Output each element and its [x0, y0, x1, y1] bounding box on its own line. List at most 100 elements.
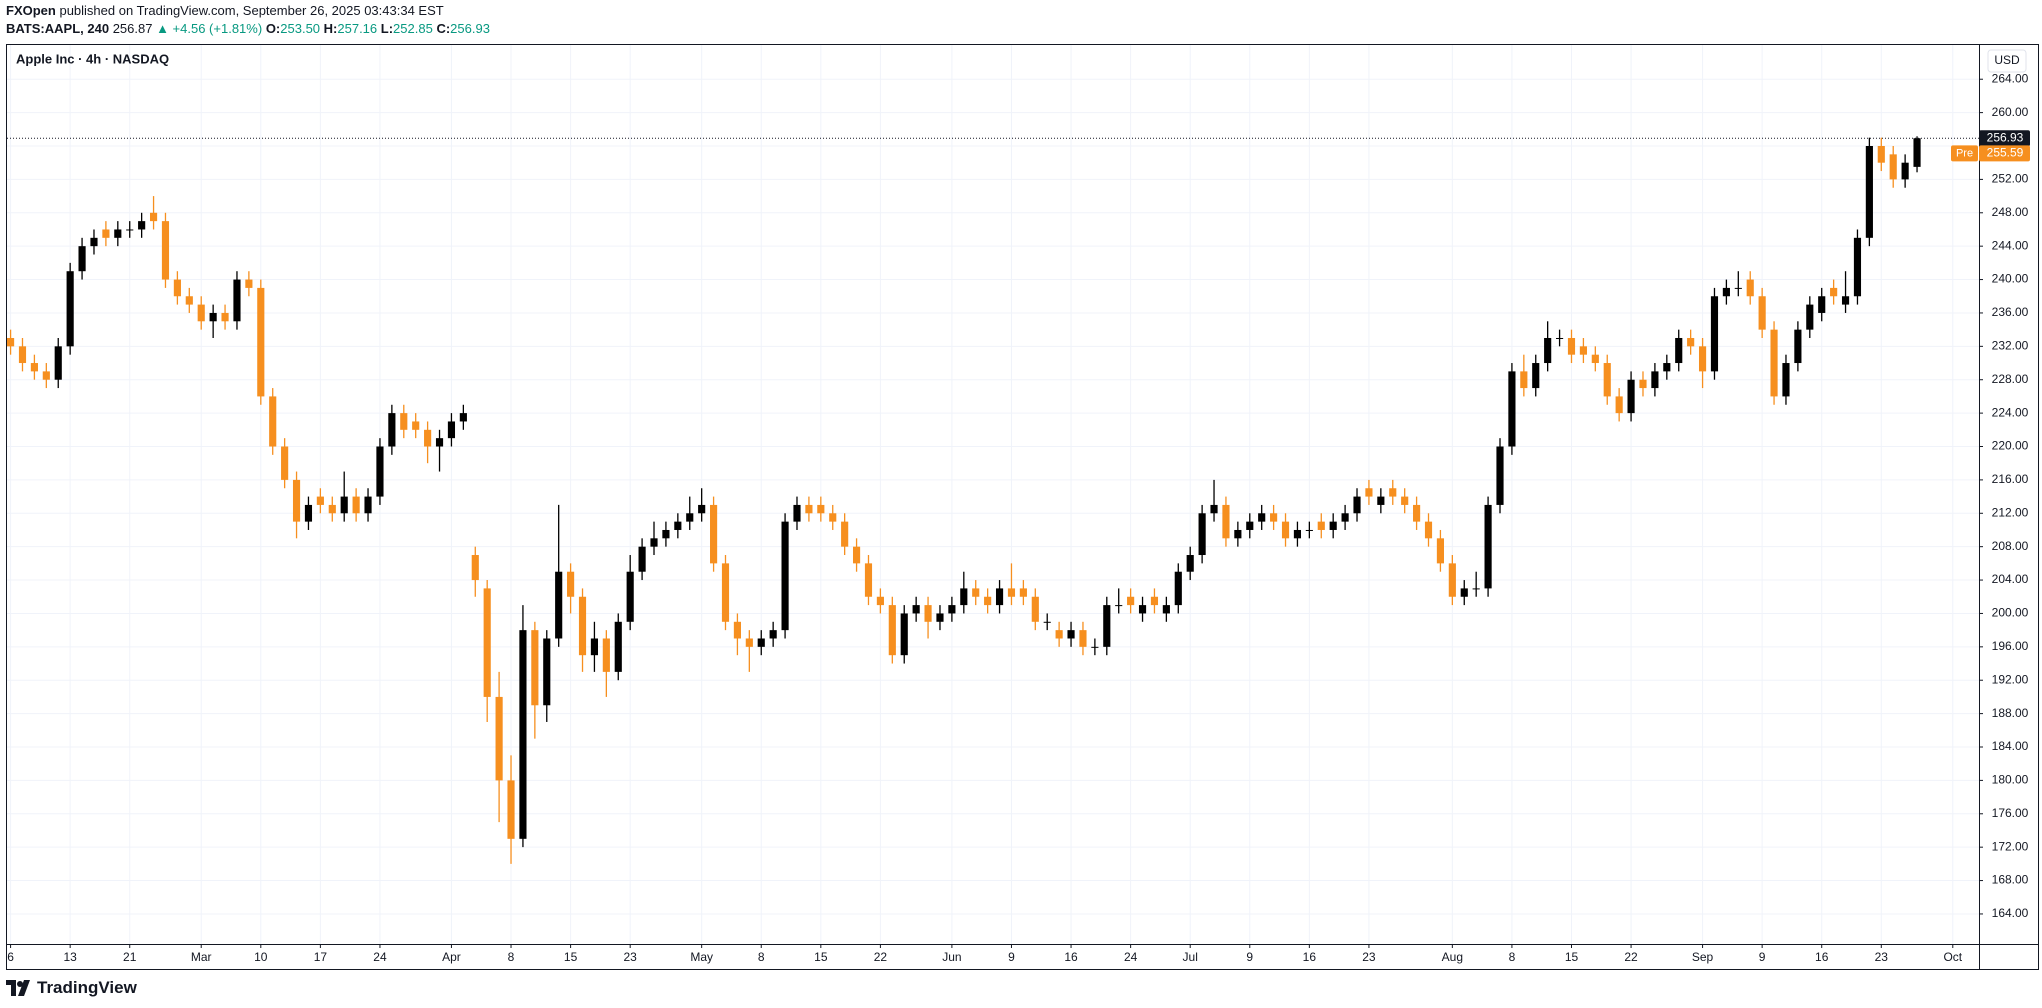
- ohlc-value: 257.16: [337, 21, 378, 36]
- candle-body: [161, 221, 170, 280]
- candle-body: [173, 279, 181, 297]
- footer: TradingView: [6, 978, 137, 998]
- candle-body: [507, 780, 515, 839]
- candle-body: [1198, 513, 1206, 556]
- candle-body: [1484, 504, 1492, 589]
- candle-body: [1746, 279, 1754, 297]
- x-tick-label: Apr: [442, 950, 461, 964]
- candle-body: [662, 529, 670, 539]
- candle-body: [1901, 162, 1909, 180]
- candle-body: [686, 513, 694, 522]
- candle-body: [757, 638, 765, 647]
- candle-body: [721, 563, 730, 622]
- candle-body: [1138, 605, 1147, 614]
- candle-body: [388, 413, 396, 447]
- candle-body: [602, 638, 610, 672]
- candle-body: [1186, 555, 1194, 572]
- candle-body: [1103, 605, 1111, 647]
- ohlc-label: C:: [436, 21, 451, 36]
- candle-body: [1460, 588, 1468, 597]
- x-tick-label: Oct: [1943, 950, 1962, 964]
- y-tick-label: 192.00: [1992, 672, 2029, 686]
- currency[interactable]: USD: [1994, 53, 2020, 67]
- candle-body: [650, 538, 658, 547]
- x-tick-label: 23: [1875, 950, 1889, 964]
- candle-body: [1281, 521, 1290, 539]
- candle-body: [114, 229, 122, 238]
- candle-body: [1150, 596, 1159, 606]
- candle-body: [197, 304, 205, 322]
- candle-body: [733, 621, 741, 639]
- candle-body: [1317, 521, 1325, 530]
- currency-button[interactable]: [1987, 49, 2027, 73]
- candle-body: [578, 596, 587, 656]
- candle-body: [1043, 621, 1051, 623]
- candle-body: [1603, 363, 1611, 397]
- candle-body: [1639, 379, 1647, 389]
- candle-body: [1913, 138, 1921, 167]
- candle-body: [948, 605, 956, 614]
- candle-body: [1841, 296, 1850, 305]
- candle-body: [1174, 571, 1182, 606]
- published: published on TradingView.com, September …: [59, 3, 444, 18]
- candle-body: [209, 312, 217, 322]
- candle-body: [829, 513, 837, 522]
- candle-body: [995, 588, 1004, 606]
- candle-body: [1424, 521, 1433, 539]
- y-tick-label: 196.00: [1992, 639, 2029, 653]
- candle-body: [1365, 488, 1373, 497]
- candle-body: [876, 596, 884, 606]
- candle-body: [900, 613, 908, 656]
- candle-body: [1413, 504, 1421, 522]
- candle-body: [745, 638, 753, 647]
- x-tick-label: 16: [1303, 950, 1317, 964]
- candle-body: [257, 287, 265, 397]
- x-tick-label: 9: [1759, 950, 1766, 964]
- y-tick-label: 208.00: [1992, 539, 2029, 553]
- x-tick-label: Jun: [942, 950, 961, 964]
- candle-body: [626, 571, 634, 622]
- candle-body: [1007, 588, 1016, 597]
- candle-body: [590, 638, 599, 656]
- candle-body: [54, 346, 62, 380]
- x-tick-label: Aug: [1442, 950, 1463, 964]
- candle-body: [1853, 237, 1862, 297]
- x-tick-label: 24: [1124, 950, 1138, 964]
- y-tick-label: 216.00: [1992, 472, 2029, 486]
- candle-body: [1734, 287, 1742, 289]
- x-tick-label: 16: [1064, 950, 1078, 964]
- y-tick-label: 164.00: [1992, 906, 2029, 920]
- x-tick-label: 9: [1008, 950, 1015, 964]
- candle-body: [852, 546, 861, 564]
- grid: [7, 45, 1979, 944]
- x-tick-label: 10: [254, 950, 268, 964]
- candle-body: [1710, 296, 1719, 372]
- header: FXOpen published on TradingView.com, Sep…: [6, 2, 490, 38]
- y-tick-label: 248.00: [1992, 205, 2029, 219]
- candle-body: [567, 571, 575, 597]
- candle-body: [1722, 287, 1730, 297]
- y-tick-label: 180.00: [1992, 773, 2029, 787]
- y-tick-label: 212.00: [1992, 505, 2029, 519]
- pre-market-flag: [1951, 145, 1978, 162]
- x-tick-label: 8: [1509, 950, 1516, 964]
- y-tick-label: 168.00: [1992, 873, 2029, 887]
- y-tick-label: 224.00: [1992, 405, 2029, 419]
- candle-body: [1865, 146, 1873, 238]
- candle-body: [66, 271, 74, 347]
- candle-body: [531, 630, 539, 706]
- candle-body: [1627, 379, 1635, 414]
- candle-body: [447, 421, 456, 439]
- candle-body: [1377, 496, 1385, 505]
- candle-body: [864, 563, 873, 597]
- candle-body: [459, 413, 467, 422]
- candle-body: [364, 496, 372, 514]
- y-tick-label: 200.00: [1992, 606, 2029, 620]
- candle-body: [1270, 513, 1278, 522]
- candle-body: [781, 521, 789, 631]
- candle-body: [1770, 329, 1778, 397]
- candle-body: [292, 479, 301, 522]
- candle-body: [1544, 337, 1552, 364]
- candle-body: [281, 446, 289, 480]
- candle-body: [1210, 504, 1218, 514]
